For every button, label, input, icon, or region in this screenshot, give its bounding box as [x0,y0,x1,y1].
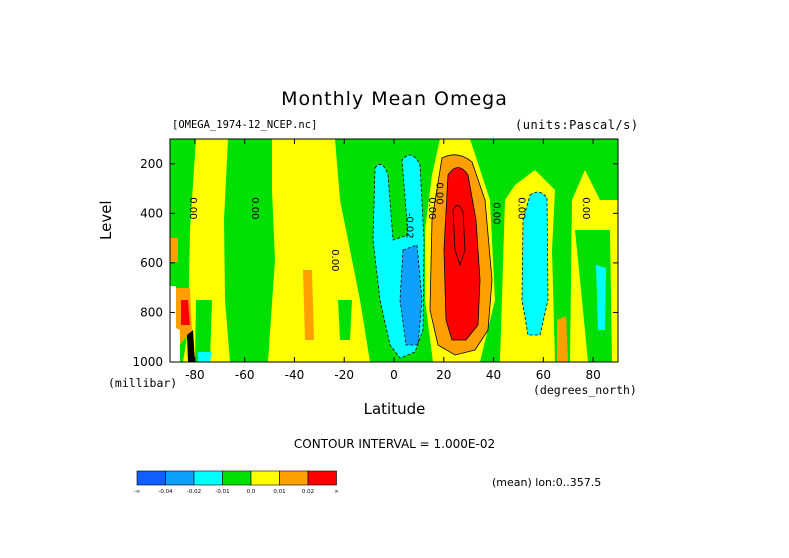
colorbar-swatch [136,470,166,486]
colorbar-label: -0.02 [187,489,201,495]
y-axis-label: Level [97,200,115,240]
contour-region-dark [187,330,195,362]
contour-region-orange [303,270,314,340]
colorbar-swatch [250,470,280,486]
x-tick-label: -80 [185,368,205,382]
y-tick-label: 400 [140,206,163,220]
contour-label: 0.00 [580,197,591,219]
mean-longitude-text: (mean) lon:0..357.5 [492,476,602,489]
x-axis-ticks: -80 -60 -40 -20 0 20 40 60 80 [185,139,601,382]
x-tick-label: 0 [390,368,398,382]
contour-region-orange [557,316,568,362]
contour-line [399,244,423,346]
contour-region-red [181,300,190,325]
colorbar-label: 0.02 [302,489,314,495]
contour-region-orange [170,238,178,262]
x-tick-label: -60 [235,368,255,382]
contour-line [429,154,493,356]
contour-line [521,191,549,336]
colorbar-label: -0.01 [215,489,229,495]
colorbar-swatch [222,470,252,486]
colorbar-swatch [279,470,309,486]
colorbar-label: -0.04 [158,489,173,495]
y-axis-unit: (millibar) [108,376,178,390]
contour-label: 0.00 [329,249,340,271]
contour-region-green [470,139,618,362]
x-tick-label: 60 [536,368,551,382]
colorbar-label: 0.0 [247,489,256,495]
x-axis-unit: (degrees_north) [533,383,637,397]
contour-label: 0.00 [491,202,502,224]
contour-line [443,167,481,341]
chart-title: Monthly Mean Omega [281,88,508,110]
contour-fill-layer [170,139,618,362]
contour-line [452,205,466,267]
colorbar-label: 0.01 [273,489,285,495]
x-axis-label: Latitude [363,400,426,418]
contour-region-cyan [198,352,212,362]
colorbar-label: ∞ [334,489,339,495]
x-tick-label: -20 [334,368,354,382]
contour-region-green [170,139,196,362]
units-label: (units:Pascal/s) [515,118,639,132]
y-tick-label: 600 [140,256,163,270]
y-tick-label: 1000 [132,355,163,369]
contour-region-red [444,167,480,340]
contour-label: 0.00 [515,197,526,219]
colorbar-swatch [165,470,195,486]
contour-region-green [195,300,212,362]
contour-region-green [335,139,440,362]
x-tick-label: 20 [436,368,451,382]
contour-region-orange [430,154,492,355]
dataset-label: [OMEGA_1974-12_NCEP.nc] [172,119,318,131]
contour-region-green [338,300,352,340]
contour-interval-text: CONTOUR INTERVAL = 1.000E-02 [293,437,496,451]
contour-region-orange [176,288,192,345]
contour-region-green [575,230,612,362]
contour-label: -0.02 [403,213,414,239]
contour-label-layer: 0.00 0.000.00-0.020.000.000.00 0.00 0.00 [187,182,591,271]
colorbar-label: -∞ [134,489,141,495]
y-axis-ticks: 200 400 600 800 1000 [132,157,618,369]
colorbar-swatch [193,470,223,486]
contour-region-green [224,139,275,362]
contour-label: 0.00 [187,197,198,219]
missing-data-region [170,286,180,362]
contour-line [372,154,425,359]
contour-region-blue [400,245,422,345]
x-tick-label: 40 [486,368,501,382]
y-tick-label: 800 [140,305,163,319]
contour-region-cyan [373,155,424,358]
contour-label: 0.00 [433,182,444,204]
x-tick-label: -40 [285,368,305,382]
x-tick-label: 80 [585,368,600,382]
colorbar: -∞ -0.04 -0.02 -0.01 0.0 0.01 0.02 ∞ [134,470,339,495]
contour-region-cyan [522,192,548,335]
colorbar-swatch [307,470,337,486]
contour-label: 0.00 [249,197,260,219]
contour-region-cyan [596,265,606,330]
y-tick-label: 200 [140,157,163,171]
plot-frame [169,138,619,363]
contour-label: 0.00 [426,197,437,219]
